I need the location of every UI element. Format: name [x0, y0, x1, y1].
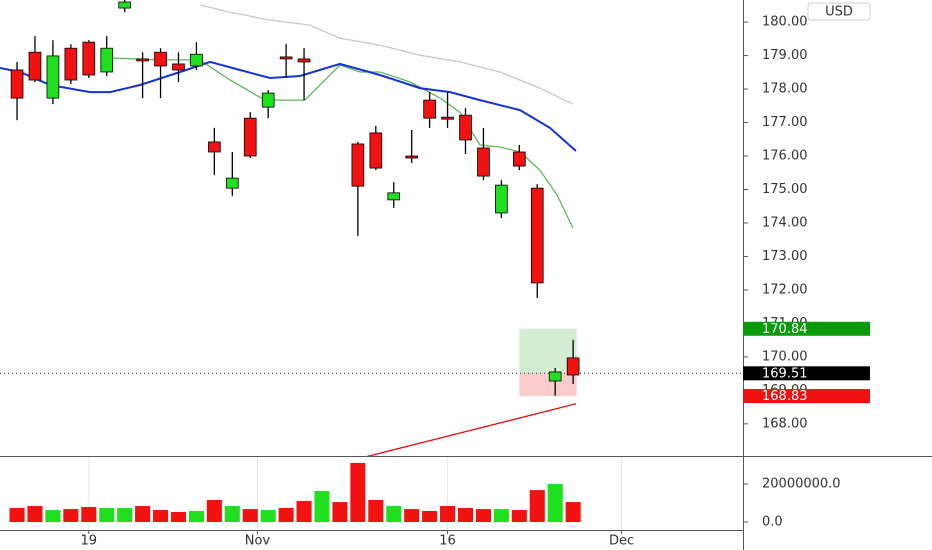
- volume-bar: [565, 502, 581, 523]
- currency-box[interactable]: [807, 2, 871, 21]
- price-pane: [0, 0, 743, 456]
- overlay-line: [199, 4, 574, 105]
- candle-body: [46, 55, 60, 99]
- volume-bar: [422, 510, 438, 523]
- candle-body: [172, 63, 185, 71]
- volume-bar: [350, 462, 366, 523]
- candle-body: [423, 99, 436, 119]
- volume-bar: [404, 509, 420, 523]
- candle-body: [243, 117, 257, 157]
- volume-bar: [170, 511, 187, 523]
- candle-body: [28, 51, 42, 81]
- candle-body: [548, 371, 562, 382]
- y-tick-label: 179.00: [762, 48, 808, 63]
- price-tag-label: 169.51: [762, 366, 808, 381]
- candle-body: [495, 184, 508, 214]
- candle-body: [82, 41, 96, 76]
- volume-bar: [45, 510, 61, 523]
- price-tag-label: 170.84: [762, 322, 808, 337]
- volume-bar: [529, 490, 545, 523]
- overlay-line: [366, 403, 577, 456]
- x-tick-label: 19: [81, 534, 98, 549]
- x-tick-label: Nov: [245, 534, 271, 549]
- candle-body: [261, 92, 275, 108]
- price-tags: 170.84 169.51 168.83: [743, 321, 870, 404]
- volume-bar: [242, 509, 258, 523]
- candle-body: [225, 177, 239, 189]
- y-tick-label: 170.00: [762, 349, 808, 364]
- volume-bar: [440, 506, 456, 523]
- candle-body: [279, 56, 293, 60]
- volume-bar: [9, 507, 25, 523]
- price-tag: [743, 389, 870, 404]
- volume-bar: [81, 506, 97, 523]
- y-tick-label: 178.00: [762, 82, 808, 97]
- candle-body: [10, 69, 24, 99]
- volume-bar: [224, 506, 240, 523]
- currency: USD: [825, 5, 853, 20]
- volume-tick-label: 0.0: [762, 515, 783, 530]
- volume-bar: [457, 507, 474, 523]
- candle-body: [100, 47, 114, 73]
- volume-bar: [296, 500, 312, 523]
- candle-body: [566, 357, 580, 376]
- volume-bar: [153, 510, 169, 523]
- candle-body: [459, 114, 472, 141]
- price-tag: [743, 366, 870, 381]
- candle-body: [154, 51, 167, 67]
- candle-body: [530, 187, 544, 284]
- volume-bar: [314, 491, 330, 523]
- candle-body: [136, 58, 149, 62]
- volume-bar: [278, 507, 294, 523]
- stop-zone: [519, 373, 577, 397]
- volume-bar: [511, 510, 527, 523]
- y-tick-label: 168.00: [762, 416, 808, 431]
- y-tick-label: 172.00: [762, 282, 808, 297]
- x-tick-label: Dec: [609, 534, 634, 549]
- volume-bar: [27, 506, 43, 523]
- candle-body: [512, 151, 526, 167]
- volume-bar: [260, 510, 276, 523]
- x-tick-label: 16: [439, 534, 456, 549]
- volume-bar: [206, 499, 222, 523]
- volume-bar: [135, 506, 151, 523]
- volume-tick-label: 20000000.0: [762, 477, 841, 492]
- volume-bar: [386, 506, 402, 523]
- y-tick-label: 176.00: [762, 149, 808, 164]
- volume-bar: [117, 507, 133, 523]
- volume-pane: [9, 456, 623, 530]
- volume-bar: [63, 509, 79, 523]
- y-tick-label: 174.00: [762, 215, 808, 230]
- y-tick-label: 175.00: [762, 182, 808, 197]
- volume-bar: [493, 509, 509, 523]
- price-tag: [743, 321, 870, 336]
- volume-bar: [332, 502, 348, 523]
- candle-body: [477, 147, 490, 177]
- y-tick-label: 180.00: [762, 15, 808, 30]
- overlay-line: [0, 60, 577, 152]
- volume-bar: [547, 484, 563, 523]
- candle-body: [297, 58, 311, 63]
- candle-body: [64, 47, 78, 81]
- y-tick-label: 173.00: [762, 249, 808, 264]
- candle-body: [405, 155, 419, 159]
- candle-body: [190, 53, 203, 67]
- candle-body: [369, 132, 383, 169]
- candle-body: [208, 141, 221, 153]
- candle-body: [118, 1, 131, 9]
- volume-bar: [368, 499, 384, 523]
- volume-bar: [475, 509, 491, 523]
- candle-body: [351, 143, 365, 187]
- volume-bar: [188, 510, 204, 523]
- y-tick-label: 177.00: [762, 115, 808, 130]
- candle-body: [387, 192, 401, 201]
- volume-bar: [99, 507, 115, 523]
- price-tag-label: 168.83: [762, 389, 808, 404]
- candle-body: [441, 116, 454, 120]
